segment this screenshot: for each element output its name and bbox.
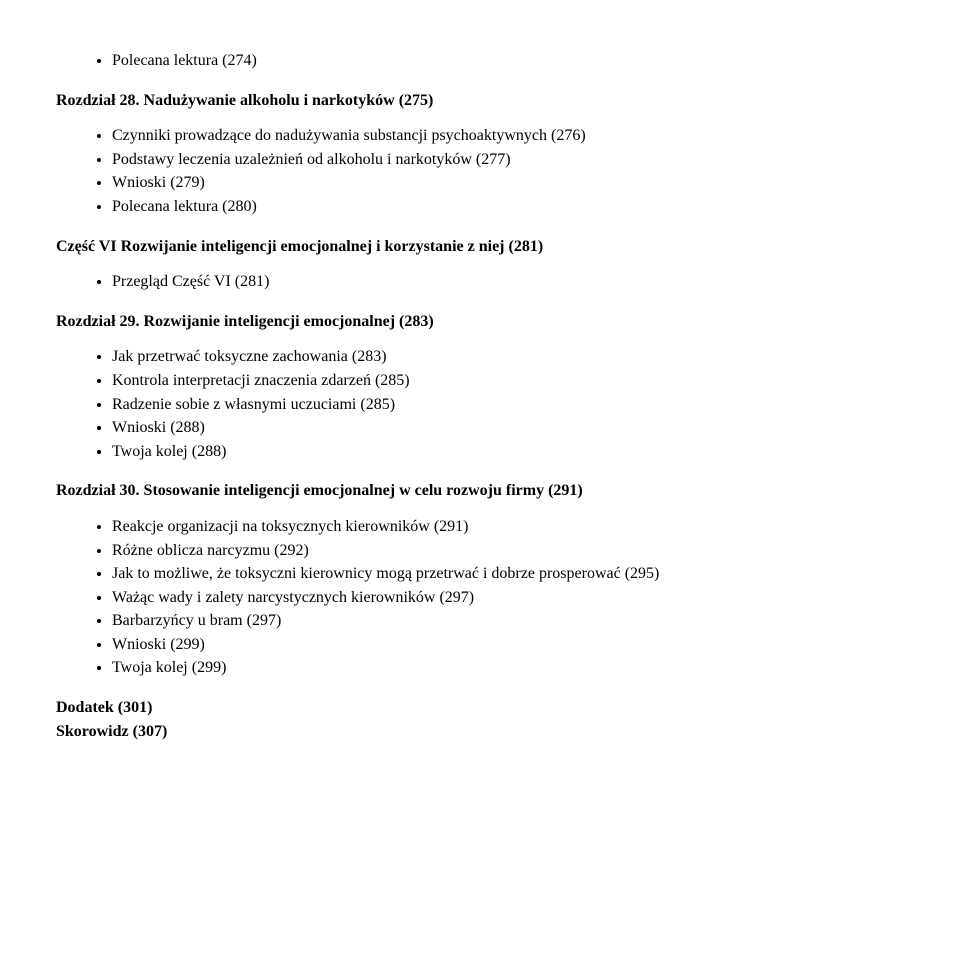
chapter-30-heading: Rozdział 30. Stosowanie inteligencji emo… [56,480,904,502]
chapter-28-list: Czynniki prowadzące do nadużywania subst… [56,125,904,217]
part-6-heading: Część VI Rozwijanie inteligencji emocjon… [56,236,904,258]
list-item: Czynniki prowadzące do nadużywania subst… [112,125,904,147]
list-item: Polecana lektura (280) [112,196,904,218]
list-item: Twoja kolej (288) [112,441,904,463]
chapter-29-heading: Rozdział 29. Rozwijanie inteligencji emo… [56,311,904,333]
appendix-line: Dodatek (301) [56,697,904,719]
index-line: Skorowidz (307) [56,721,904,743]
list-item: Wnioski (299) [112,634,904,656]
part-6-list: Przegląd Część VI (281) [56,271,904,293]
list-item: Reakcje organizacji na toksycznych kiero… [112,516,904,538]
list-item: Podstawy leczenia uzależnień od alkoholu… [112,149,904,171]
list-item: Ważąc wady i zalety narcystycznych kiero… [112,587,904,609]
list-item: Wnioski (279) [112,172,904,194]
list-item: Polecana lektura (274) [112,50,904,72]
list-item: Jak przetrwać toksyczne zachowania (283) [112,346,904,368]
list-item: Jak to możliwe, że toksyczni kierownicy … [112,563,904,585]
final-section: Dodatek (301) Skorowidz (307) [56,697,904,742]
list-item: Kontrola interpretacji znaczenia zdarzeń… [112,370,904,392]
list-item: Różne oblicza narcyzmu (292) [112,540,904,562]
list-item: Twoja kolej (299) [112,657,904,679]
list-item: Barbarzyńcy u bram (297) [112,610,904,632]
chapter-28-heading: Rozdział 28. Nadużywanie alkoholu i nark… [56,90,904,112]
top-list-section: Polecana lektura (274) [56,50,904,72]
list-item: Wnioski (288) [112,417,904,439]
chapter-29-list: Jak przetrwać toksyczne zachowania (283)… [56,346,904,462]
top-list: Polecana lektura (274) [56,50,904,72]
list-item: Radzenie sobie z własnymi uczuciami (285… [112,394,904,416]
chapter-30-list: Reakcje organizacji na toksycznych kiero… [56,516,904,679]
list-item: Przegląd Część VI (281) [112,271,904,293]
